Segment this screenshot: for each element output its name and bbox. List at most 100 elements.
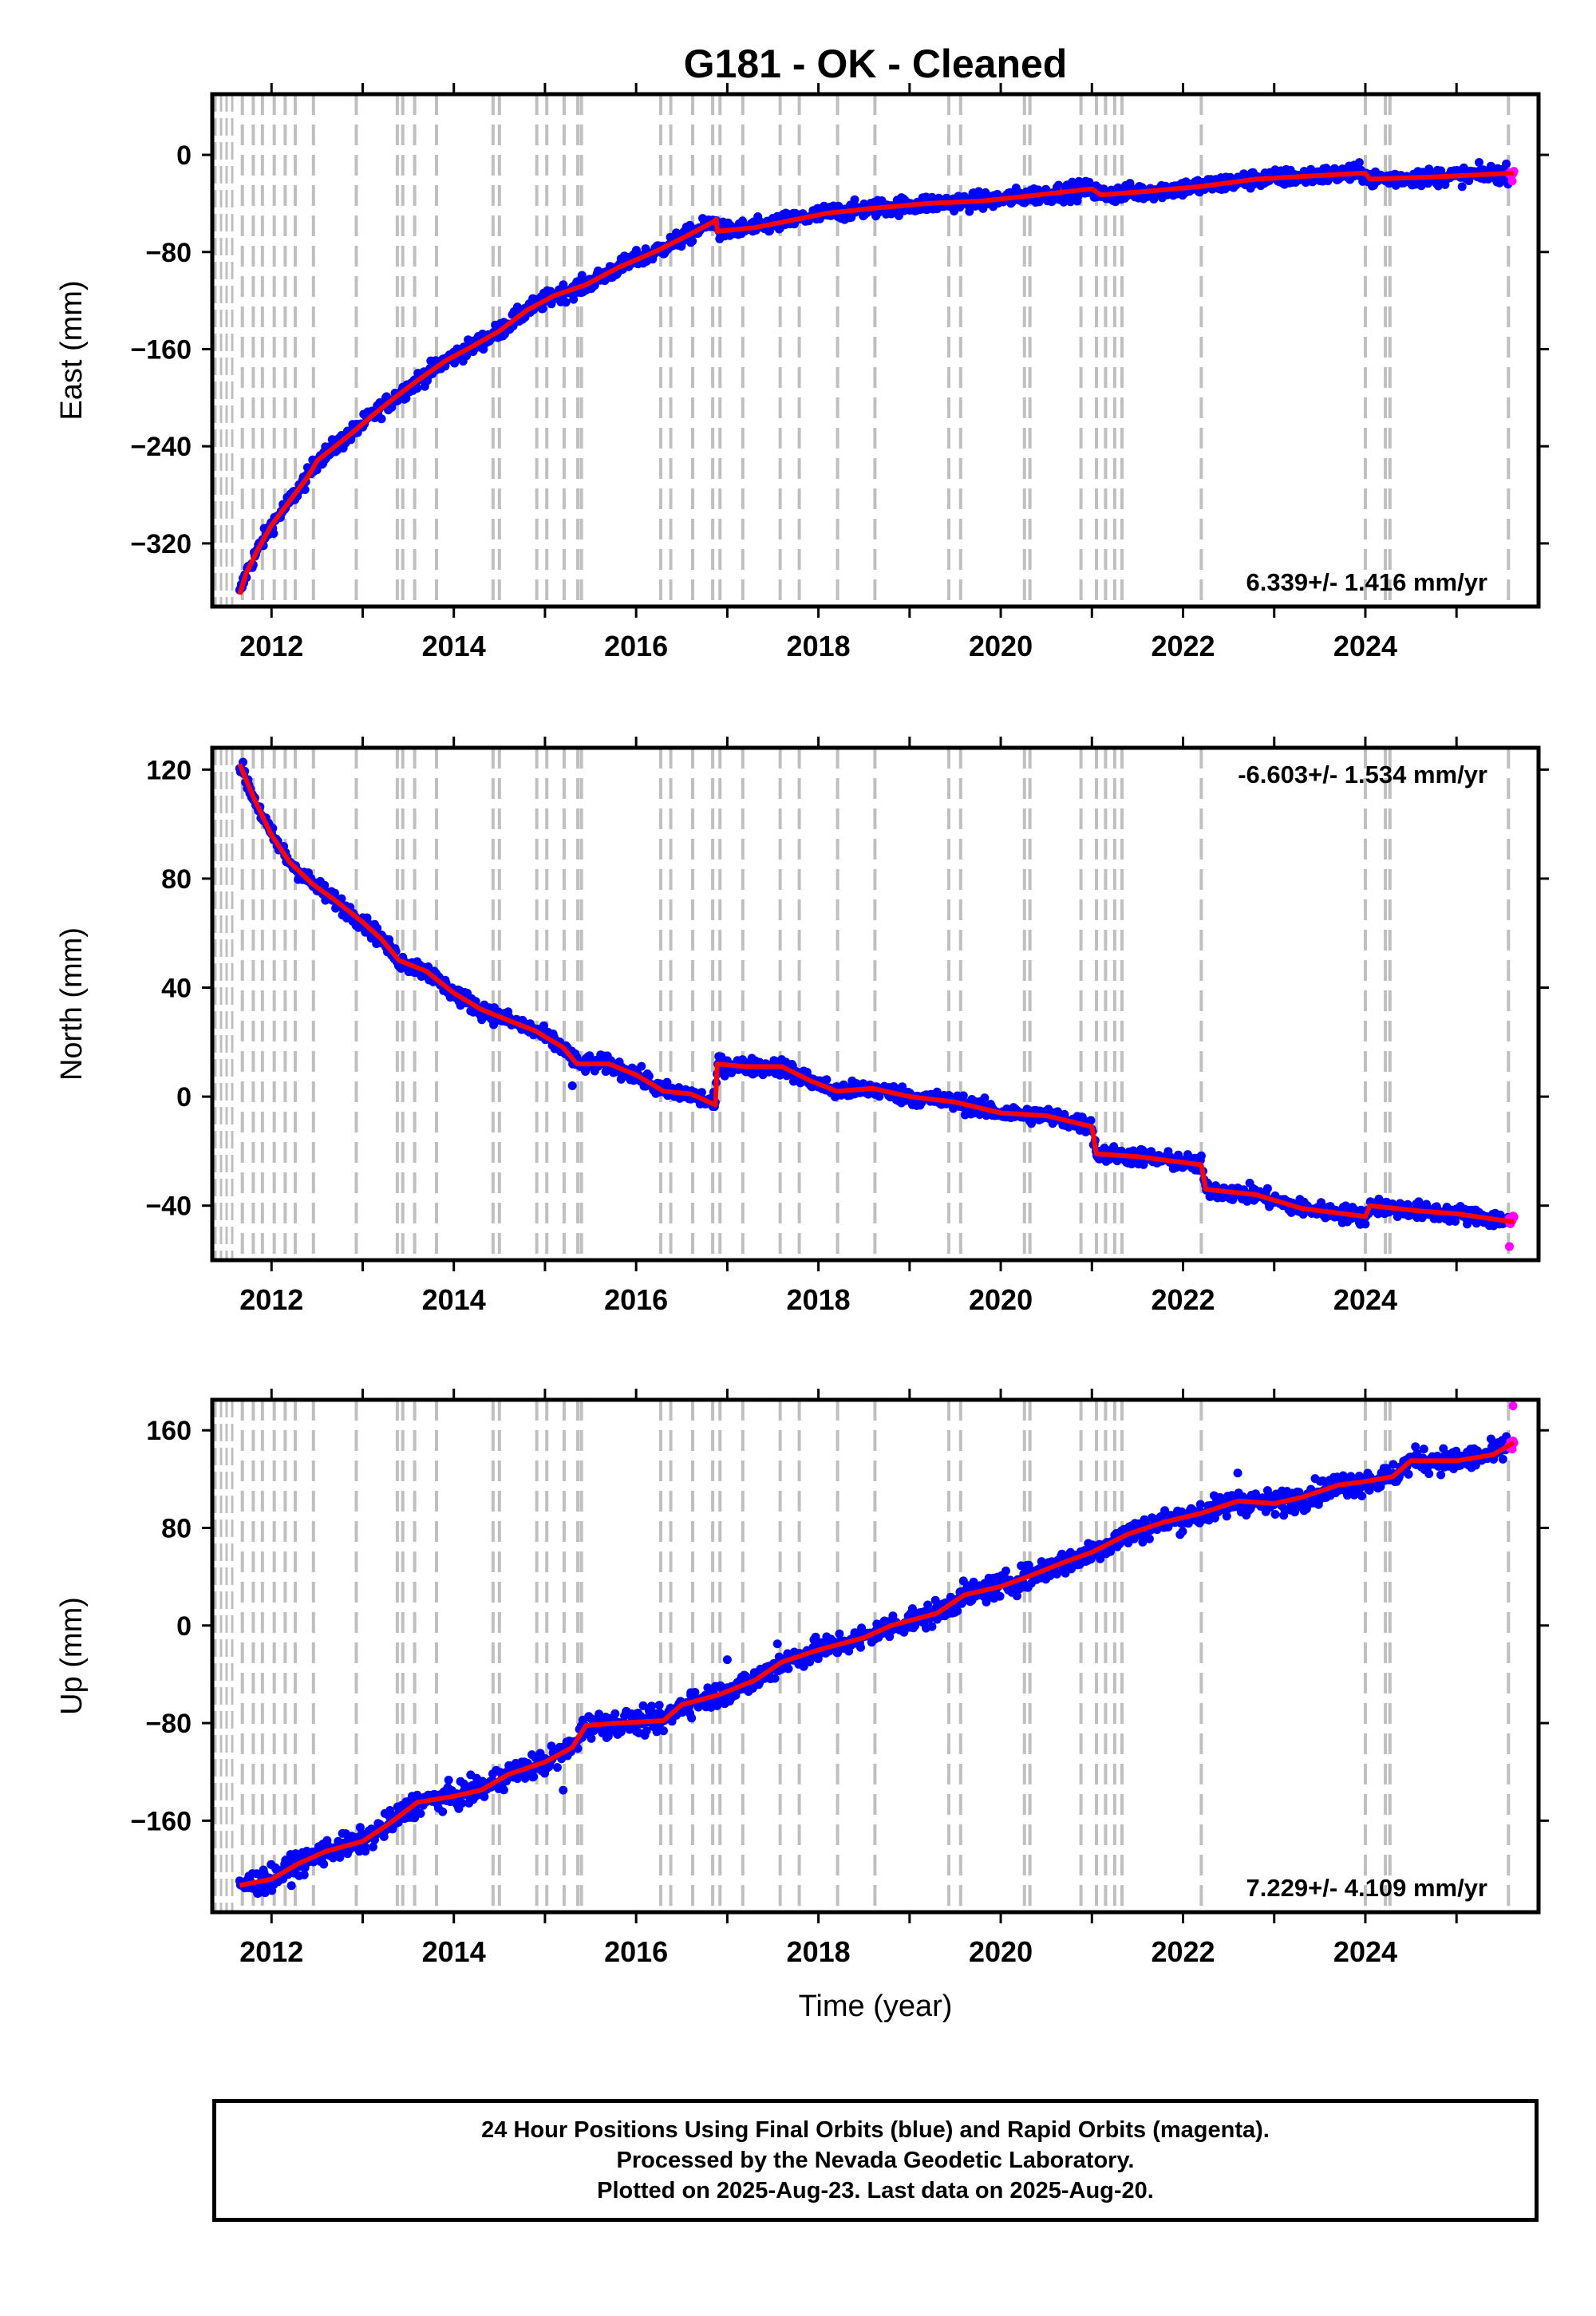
final-orbit-point — [368, 1842, 377, 1852]
y-tick-label: 0 — [176, 1611, 192, 1642]
data-points — [235, 1401, 1519, 1898]
final-orbit-point — [1475, 158, 1483, 167]
y-tick-label: −40 — [145, 1192, 192, 1222]
y-tick-label: −80 — [145, 1709, 192, 1739]
outlier-point — [686, 1688, 696, 1697]
data-points — [235, 757, 1519, 1251]
final-orbit-point — [552, 1763, 562, 1773]
final-orbit-point — [319, 1860, 329, 1869]
final-orbit-point — [512, 302, 522, 312]
final-orbit-point — [1001, 1566, 1010, 1575]
y-tick-label: −320 — [130, 529, 192, 559]
outlier-point — [1233, 1468, 1242, 1478]
y-tick-label: −160 — [130, 1806, 192, 1836]
final-orbit-point — [927, 1622, 937, 1631]
outlier-point — [1504, 1242, 1514, 1251]
y-axis-label: Up (mm) — [55, 1597, 89, 1715]
footer-line-3: Plotted on 2025-Aug-23. Last data on 202… — [597, 2178, 1154, 2203]
y-axis-label: North (mm) — [55, 927, 89, 1081]
final-orbit-point — [1354, 158, 1364, 168]
final-orbit-point — [1054, 180, 1063, 190]
final-orbit-point — [1389, 1460, 1398, 1469]
final-orbit-point — [822, 1075, 832, 1085]
final-orbit-point — [413, 384, 422, 393]
final-orbit-point — [444, 1776, 453, 1784]
rate-annotation: -6.603+/- 1.534 mm/yr — [1238, 761, 1487, 788]
footer-line-1: 24 Hour Positions Using Final Orbits (bl… — [481, 2117, 1270, 2143]
y-tick-label: 120 — [146, 755, 192, 785]
final-orbit-point — [595, 1709, 604, 1719]
outlier-point — [1508, 1401, 1518, 1411]
outlier-point — [722, 1655, 732, 1665]
chart-title: G181 - OK - Cleaned — [684, 41, 1068, 86]
final-orbit-point — [1222, 1512, 1231, 1521]
x-tick-label: 2016 — [604, 630, 668, 662]
x-tick-label: 2020 — [969, 630, 1033, 662]
final-orbit-point — [813, 1654, 823, 1663]
final-orbit-point — [1411, 1442, 1420, 1452]
x-tick-label: 2022 — [1151, 1935, 1215, 1968]
final-orbit-point — [1270, 1510, 1280, 1519]
rate-annotation: 7.229+/- 4.109 mm/yr — [1246, 1874, 1487, 1902]
final-orbit-point — [888, 1611, 898, 1621]
y-tick-label: 80 — [161, 864, 192, 895]
final-orbit-point — [647, 1701, 657, 1711]
x-tick-label: 2018 — [787, 1935, 851, 1968]
final-orbit-point — [1060, 1109, 1069, 1119]
final-orbit-point — [1144, 1534, 1154, 1543]
final-orbit-point — [252, 1869, 262, 1879]
final-orbit-point — [561, 298, 571, 307]
panel-frame — [210, 1397, 1541, 1915]
final-orbit-point — [835, 1629, 844, 1638]
y-tick-label: 0 — [176, 140, 192, 171]
outlier-point — [772, 1639, 782, 1649]
final-orbit-point — [610, 1709, 620, 1718]
y-axis-label: East (mm) — [55, 280, 89, 420]
x-tick-label: 2022 — [1151, 630, 1215, 662]
final-orbit-point — [1196, 1151, 1206, 1160]
final-orbit-point — [538, 304, 547, 314]
final-orbit-point — [1419, 1445, 1428, 1454]
pre-data-hatching — [214, 1400, 234, 1912]
x-tick-label: 2024 — [1333, 630, 1397, 662]
equipment-change-lines — [240, 1400, 1511, 1912]
final-orbit-point — [995, 1591, 1005, 1601]
y-tick-label: −240 — [130, 432, 192, 462]
final-orbit-point — [644, 1071, 654, 1081]
final-orbit-point — [659, 1726, 668, 1736]
final-orbit-point — [856, 1642, 865, 1652]
final-orbit-point — [1498, 1454, 1507, 1464]
final-orbit-point — [1195, 1500, 1205, 1509]
model-fit-line — [239, 1440, 1515, 1888]
x-tick-label: 2012 — [239, 630, 303, 662]
footer-note-box: 24 Hour Positions Using Final Orbits (bl… — [212, 2099, 1539, 2222]
x-tick-label: 2022 — [1151, 1283, 1215, 1316]
final-orbit-point — [687, 1713, 697, 1723]
final-orbit-point — [1502, 159, 1511, 168]
x-axis-label: Time (year) — [799, 1990, 953, 2023]
final-orbit-point — [631, 246, 641, 255]
final-orbit-point — [953, 1607, 962, 1615]
final-orbit-point — [457, 1798, 467, 1808]
x-tick-label: 2020 — [969, 1935, 1033, 1968]
final-orbit-point — [799, 1662, 808, 1671]
footer-line-2: Processed by the Nevada Geodetic Laborat… — [616, 2148, 1135, 2173]
x-tick-label: 2024 — [1333, 1935, 1397, 1968]
final-orbit-point — [401, 393, 411, 403]
final-orbit-point — [480, 1792, 489, 1801]
final-orbit-point — [361, 1847, 370, 1856]
x-tick-label: 2016 — [604, 1935, 668, 1968]
rapid-orbit-point — [1509, 1212, 1519, 1222]
final-orbit-point — [662, 1077, 672, 1087]
final-orbit-point — [1027, 1119, 1036, 1128]
final-orbit-point — [499, 1785, 508, 1795]
final-orbit-point — [1086, 1116, 1096, 1125]
final-orbit-point — [385, 1806, 395, 1815]
final-orbit-point — [638, 1701, 648, 1710]
final-orbit-point — [654, 1701, 664, 1710]
final-orbit-point — [980, 1093, 990, 1103]
final-orbit-point — [958, 1091, 968, 1101]
final-orbit-point — [286, 1881, 296, 1891]
final-orbit-point — [1227, 1491, 1237, 1500]
